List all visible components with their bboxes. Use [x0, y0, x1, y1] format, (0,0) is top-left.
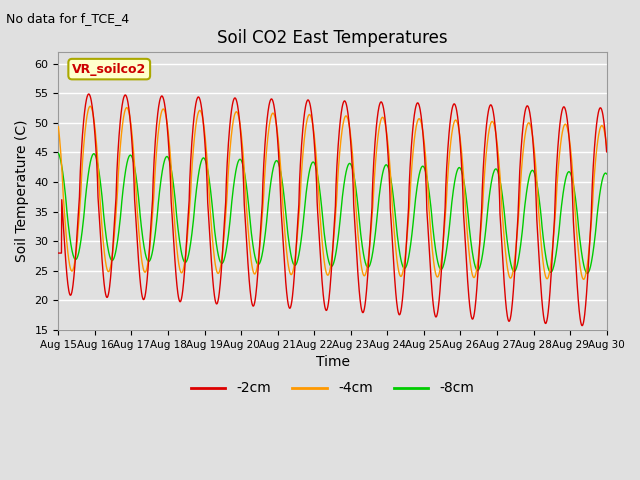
Title: Soil CO2 East Temperatures: Soil CO2 East Temperatures	[217, 29, 448, 48]
X-axis label: Time: Time	[316, 355, 349, 369]
Text: VR_soilco2: VR_soilco2	[72, 62, 147, 76]
Text: No data for f_TCE_4: No data for f_TCE_4	[6, 12, 129, 25]
Legend: -2cm, -4cm, -8cm: -2cm, -4cm, -8cm	[185, 376, 480, 401]
Y-axis label: Soil Temperature (C): Soil Temperature (C)	[15, 120, 29, 262]
